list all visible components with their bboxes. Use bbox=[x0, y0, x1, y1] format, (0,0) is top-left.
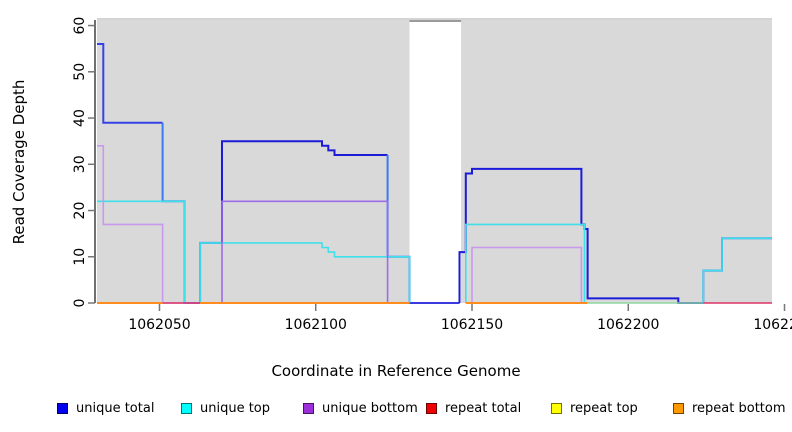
repeat-top-swatch-icon bbox=[551, 402, 562, 414]
legend-item-repeat-top: repeat top bbox=[551, 399, 638, 417]
x-tick-label: 1062100 bbox=[285, 317, 347, 333]
legend-label: unique top bbox=[200, 400, 271, 416]
series-line-unique-top bbox=[97, 200, 186, 303]
y-tick-label: 30 bbox=[72, 155, 88, 173]
series-line-unique-bottom bbox=[471, 246, 583, 303]
legend-item-repeat-total: repeat total bbox=[426, 399, 521, 417]
x-tick-label: 1062250 bbox=[753, 317, 792, 333]
y-tick-label: 0 bbox=[72, 299, 88, 308]
unique-total-swatch-icon bbox=[57, 402, 68, 414]
x-tick-label: 1062200 bbox=[597, 317, 659, 333]
repeat-bottom-swatch-icon bbox=[673, 402, 684, 414]
x-tick-label: 1062050 bbox=[128, 317, 190, 333]
series-line-unique-total bbox=[97, 43, 163, 124]
series-line-unique-top bbox=[464, 223, 586, 303]
repeat-total-swatch-icon bbox=[426, 402, 437, 414]
series-line-unique-top bbox=[702, 237, 772, 303]
legend-label: repeat top bbox=[570, 400, 638, 416]
masked-region bbox=[409, 20, 462, 303]
legend-label: unique total bbox=[76, 400, 155, 416]
y-tick-label: 50 bbox=[72, 63, 88, 81]
y-tick-label: 10 bbox=[72, 248, 88, 266]
y-tick-label: 20 bbox=[72, 202, 88, 220]
legend-item-unique-top: unique top bbox=[181, 399, 270, 417]
legend-item-unique-total: unique total bbox=[57, 399, 154, 417]
series-line-unique-top bbox=[199, 242, 411, 303]
x-axis-title: Coordinate in Reference Genome bbox=[271, 362, 521, 380]
series-line-unique-bottom bbox=[221, 200, 389, 303]
legend-item-unique-bottom: unique bottom bbox=[303, 399, 418, 417]
legend-label: unique bottom bbox=[322, 400, 418, 416]
y-tick-label: 40 bbox=[72, 109, 88, 127]
unique-bottom-swatch-icon bbox=[303, 402, 314, 414]
y-axis-title: Read Coverage Depth bbox=[10, 79, 28, 245]
unique-top-swatch-icon bbox=[181, 402, 192, 414]
x-tick-label: 1062150 bbox=[441, 317, 503, 333]
legend-label: repeat total bbox=[445, 400, 522, 416]
legend-item-repeat-bottom: repeat bottom bbox=[673, 399, 786, 417]
y-tick-label: 60 bbox=[72, 17, 88, 35]
legend: unique total unique top unique bottom re… bbox=[0, 399, 792, 419]
legend-label: repeat bottom bbox=[692, 400, 786, 416]
series-line-unique-total bbox=[221, 140, 388, 243]
